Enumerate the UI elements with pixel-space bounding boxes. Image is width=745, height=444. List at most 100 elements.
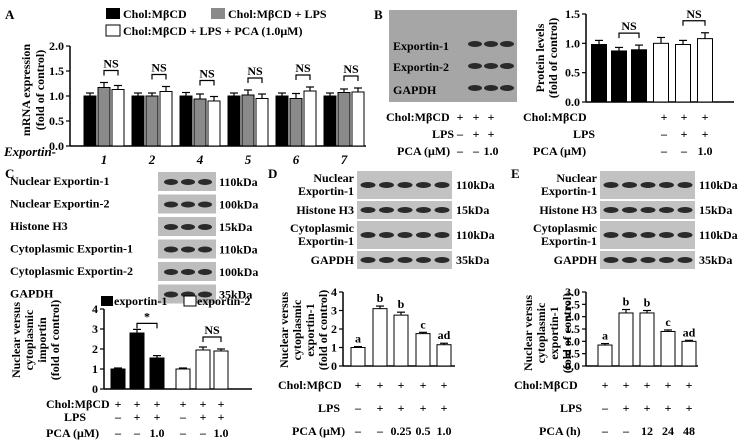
chart-a-xtick-label: 4 xyxy=(196,152,204,167)
panel-a-ylabel: mRNA expression xyxy=(19,44,33,136)
panel-e-blot-band xyxy=(659,257,674,263)
chart-a-s2-bar xyxy=(207,100,221,147)
panel-d-blot-band xyxy=(379,207,394,213)
panel-d-treat-1: Chol:MβCD xyxy=(278,378,342,392)
panel-e-blot-label: Nuclear xyxy=(556,171,597,185)
panel-c-treat-2: LPS xyxy=(64,410,86,424)
panel-d-letter: D xyxy=(268,166,277,181)
panel-e-treat-3: PCA (h) xyxy=(539,424,581,438)
chart-e-ytick-label: 3.0 xyxy=(565,285,580,299)
chart-c: 0 1 2 3 4 * NS xyxy=(92,302,252,396)
chart-a-s1-bar xyxy=(145,95,159,147)
panel-c-treat-cell: + xyxy=(134,397,141,411)
panel-c-blot-band xyxy=(181,269,195,275)
panel-e-blot-band xyxy=(677,182,693,188)
panel-d-treat-cell: + xyxy=(441,401,448,415)
panel-b-treat-cell: + xyxy=(488,127,495,141)
panel-c-treat-cell: + xyxy=(154,410,161,424)
panel-c-treat-1: Chol:MβCD xyxy=(46,397,110,411)
panel-e-treat-1: Chol:MβCD xyxy=(514,378,578,392)
panel-d-treat-3: PCA (μM) xyxy=(292,424,345,438)
chart-a-s0-bar xyxy=(131,95,145,147)
panel-b-treat-cell: + xyxy=(473,110,480,124)
chart-d-ytick-label: 2 xyxy=(331,322,337,336)
chart-c-exportin-1-bar xyxy=(129,332,145,390)
panel-e-ylabel-4: (fold of control) xyxy=(560,293,574,373)
panel-c-treat-cell: – xyxy=(133,426,141,440)
chart-e-bar xyxy=(597,344,613,367)
chart-d-sig-letter: a xyxy=(355,332,361,346)
panel-b-blot-band xyxy=(484,41,498,47)
panel-c-blot-label: Cytoplasmic Exportin-2 xyxy=(10,264,133,278)
panel-e-kda: 35kDa xyxy=(699,253,732,267)
panel-c-blot-band xyxy=(198,201,212,208)
panel-e-ylabel-3: exportin-1 xyxy=(547,306,561,359)
chart-d-bar xyxy=(415,333,431,367)
chart-e-sig-letter: b xyxy=(644,296,651,310)
chart-b-bar xyxy=(631,49,647,103)
panel-d-blot-label: Exportin-1 xyxy=(298,234,354,248)
panel-e-blot-label: Exportin-1 xyxy=(541,234,597,248)
chart-a-ns-bracket-label: NS xyxy=(343,62,359,76)
panel-c-blot-band xyxy=(164,201,178,208)
chart-b: 0.0 0.5 1.0 1.5 NS NS xyxy=(565,7,734,109)
panel-e-treat-cell: + xyxy=(623,378,630,392)
panel-e-blot-band xyxy=(677,257,693,263)
panel-b-treat-cell: – xyxy=(456,127,464,141)
chart-b-ytick-label: 1.0 xyxy=(565,36,580,50)
panel-c-kda: 110kDa xyxy=(219,175,258,189)
panel-d-blot-band xyxy=(360,207,376,213)
chart-a-xtick-label: 2 xyxy=(148,152,156,167)
chart-c-ytick-label: 1 xyxy=(92,362,98,376)
chart-e-ytick-label: 2.0 xyxy=(565,310,580,324)
panel-a: A Chol:MβCD Chol:MβCD + LPS Chol:MβCD + … xyxy=(3,7,366,167)
legend-a-swatch-3 xyxy=(105,24,121,37)
chart-c-ytick-label: 3 xyxy=(92,322,98,336)
panel-e-treat-cell: + xyxy=(644,401,651,415)
panel-c-treat-cell: + xyxy=(134,410,141,424)
panel-b-treat-2b: LPS xyxy=(573,127,595,141)
panel-b-treat-3: PCA (μM) xyxy=(397,144,450,158)
chart-b-bar xyxy=(653,42,669,103)
chart-a-s0-bar xyxy=(227,95,241,147)
legend-a-label-2: Chol:MβCD + LPS xyxy=(228,7,327,21)
panel-b-letter: B xyxy=(374,7,383,22)
panel-d-blot-band xyxy=(360,182,376,188)
panel-e-treatment-matrix: + + + + +– + + + +– –12 24 48 xyxy=(601,378,695,438)
panel-e-blot-band xyxy=(659,232,674,238)
panel-c-blot-band xyxy=(181,224,195,230)
panel-b-treat-cell: – xyxy=(660,127,668,141)
panel-d-blot-band xyxy=(397,207,413,213)
panel-d-blot-band xyxy=(434,182,450,188)
panel-d-blot-label: GAPDH xyxy=(311,253,355,267)
panel-e-blot-band xyxy=(640,207,656,213)
panel-e-blot-band xyxy=(677,207,693,213)
chart-b-ytick-label: 1.5 xyxy=(565,7,580,21)
chart-a-ytick-label: 1.5 xyxy=(49,64,64,78)
panel-b-treat-cell: + xyxy=(681,127,688,141)
panel-e-treat-cell: – xyxy=(601,401,609,415)
panel-b-blot-band xyxy=(468,63,482,69)
panel-d-ylabel-3: exportin-1 xyxy=(303,303,317,356)
panel-d-blot-band xyxy=(434,207,450,213)
chart-b-ytick-label: 0.5 xyxy=(565,66,580,80)
panel-b-blot-band xyxy=(500,85,514,91)
panel-c-blot-band xyxy=(198,224,212,230)
panel-e-blot-band xyxy=(640,257,656,263)
panel-e-blot-band xyxy=(659,182,674,188)
panel-e-ylabel-2: cytoplasmic xyxy=(534,302,548,363)
panel-d-blot-band xyxy=(416,257,431,263)
panel-d-kda: 110kDa xyxy=(456,178,495,192)
chart-e-bar xyxy=(681,340,697,367)
panel-e-treat-cell: + xyxy=(665,378,672,392)
chart-a-s0-bar xyxy=(323,95,337,147)
chart-e-ytick-label: 2.5 xyxy=(565,297,580,311)
chart-d-ytick-label: 3 xyxy=(331,304,337,318)
panel-b-blot-bands xyxy=(468,41,514,91)
panel-d-kda: 110kDa xyxy=(456,228,495,242)
legend-c-label-1: exportin-1 xyxy=(114,294,167,308)
panel-d-treat-cell: 1.0 xyxy=(437,424,452,438)
legend-c-swatch-1 xyxy=(101,296,113,306)
